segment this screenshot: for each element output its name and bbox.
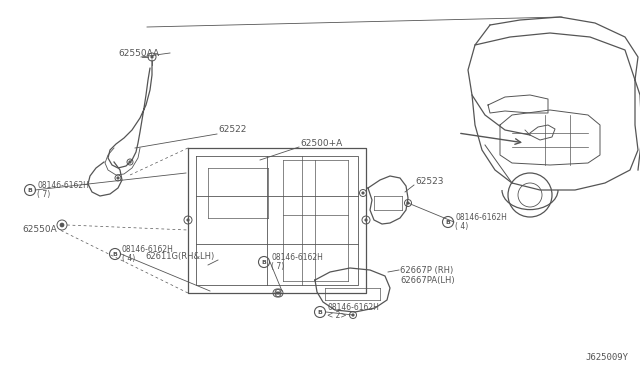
Text: J625009Y: J625009Y: [585, 353, 628, 362]
Circle shape: [407, 202, 409, 204]
Text: 62523: 62523: [415, 177, 444, 186]
Text: 08146-6162H: 08146-6162H: [271, 253, 323, 263]
Text: ( 7): ( 7): [271, 262, 284, 270]
Circle shape: [61, 224, 63, 226]
Text: 08146-6162H: 08146-6162H: [37, 182, 89, 190]
Text: ( 4): ( 4): [122, 253, 135, 263]
Circle shape: [278, 292, 280, 294]
Circle shape: [187, 219, 189, 221]
Circle shape: [352, 314, 354, 316]
Text: B: B: [445, 219, 451, 224]
Text: 62667P (RH): 62667P (RH): [400, 266, 453, 275]
Text: 08146-6162H: 08146-6162H: [122, 246, 174, 254]
Circle shape: [276, 292, 278, 294]
Text: B: B: [113, 251, 117, 257]
Circle shape: [116, 177, 119, 179]
Text: 62550A: 62550A: [22, 225, 57, 234]
Text: 62667PA(LH): 62667PA(LH): [400, 276, 454, 285]
Text: < 2>: < 2>: [327, 311, 347, 321]
Text: 08146-6162H: 08146-6162H: [455, 214, 507, 222]
Text: B: B: [262, 260, 266, 264]
Text: 62611G(RH&LH): 62611G(RH&LH): [145, 251, 214, 260]
Text: 62550AA: 62550AA: [118, 48, 159, 58]
Circle shape: [129, 161, 131, 163]
Circle shape: [151, 56, 153, 58]
Text: B: B: [317, 310, 323, 314]
Text: ( 7): ( 7): [37, 189, 51, 199]
Text: 62500+A: 62500+A: [300, 138, 342, 148]
Text: ( 4): ( 4): [455, 221, 468, 231]
Circle shape: [362, 192, 364, 194]
Circle shape: [60, 223, 64, 227]
Text: 08146-6162H: 08146-6162H: [327, 304, 379, 312]
Circle shape: [365, 219, 367, 221]
Text: B: B: [28, 187, 33, 192]
Text: 62522: 62522: [218, 125, 246, 135]
